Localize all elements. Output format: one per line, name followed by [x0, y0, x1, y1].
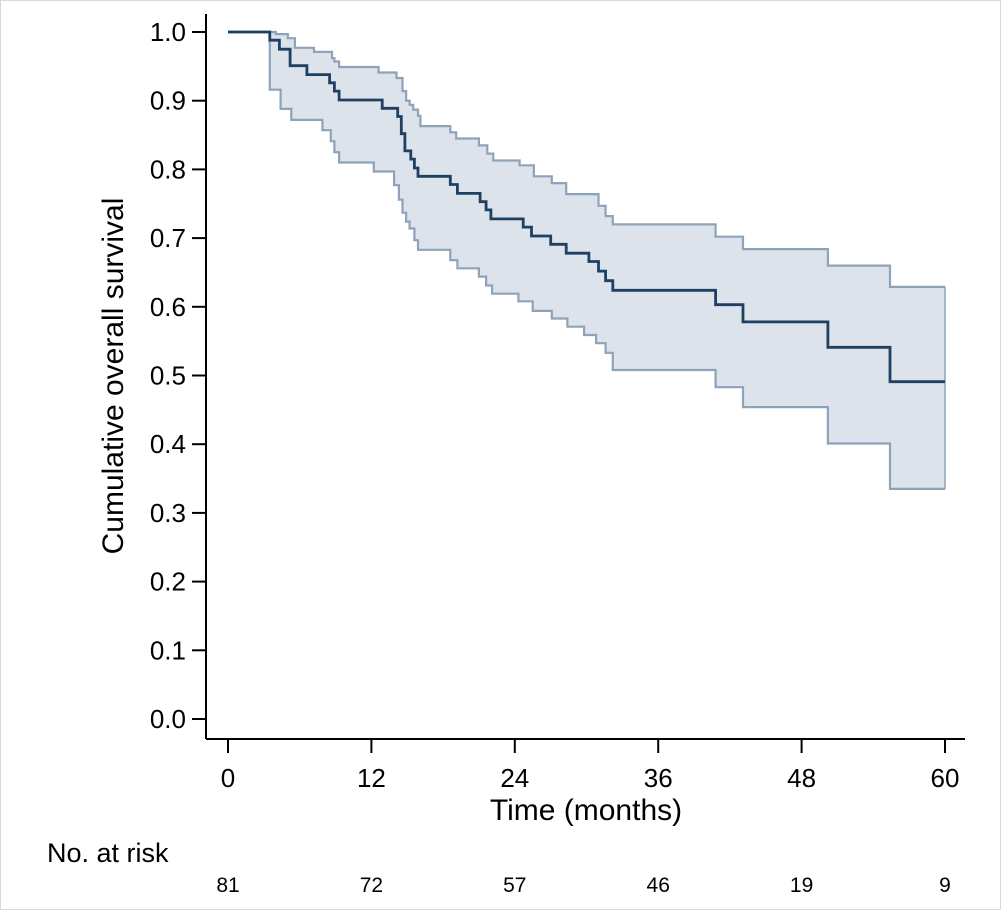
y-tick-label: 0.2: [150, 567, 186, 597]
risk-count: 57: [503, 874, 526, 897]
survival-step-line: [228, 30, 945, 384]
x-axis-title: Time (months): [490, 794, 682, 827]
y-tick-label: 0.1: [150, 635, 186, 665]
upper-ci-line: [228, 30, 945, 288]
y-ticks: 0.0 0.1 0.2 0.3 0.4 0.5 0.6 0.7 0.8 0.9 1.0: [150, 17, 206, 734]
y-tick-label: 0.3: [150, 498, 186, 528]
y-tick-label: 0.9: [150, 86, 186, 116]
y-tick-label: 0.0: [150, 704, 186, 734]
risk-count: 19: [790, 874, 813, 897]
risk-table-title: No. at risk: [47, 838, 169, 868]
y-tick-label: 0.6: [150, 292, 186, 322]
y-tick-label: 0.4: [150, 429, 186, 459]
x-ticks: 0 12 24 36 48 60: [221, 739, 960, 793]
y-tick-label: 0.5: [150, 361, 186, 391]
y-tick-label: 0.7: [150, 223, 186, 253]
risk-table-counts: 81 72 57 46 19 9: [216, 874, 951, 897]
risk-count: 9: [939, 874, 951, 897]
y-tick-label: 0.8: [150, 154, 186, 184]
x-tick-label: 48: [787, 763, 816, 793]
lower-ci-line: [228, 30, 945, 490]
x-tick-label: 24: [500, 763, 529, 793]
x-tick-label: 12: [357, 763, 386, 793]
risk-count: 72: [360, 874, 383, 897]
survival-line-layer: [228, 30, 945, 384]
confidence-band-layer: [228, 30, 946, 490]
risk-count: 46: [647, 874, 670, 897]
x-tick-label: 36: [644, 763, 673, 793]
ci-band-area: [228, 32, 945, 489]
y-axis-title: Cumulative overall survival: [97, 198, 130, 555]
x-tick-label: 0: [221, 763, 235, 793]
y-tick-label: 1.0: [150, 17, 186, 47]
x-tick-label: 60: [931, 763, 960, 793]
risk-count: 81: [216, 874, 239, 897]
